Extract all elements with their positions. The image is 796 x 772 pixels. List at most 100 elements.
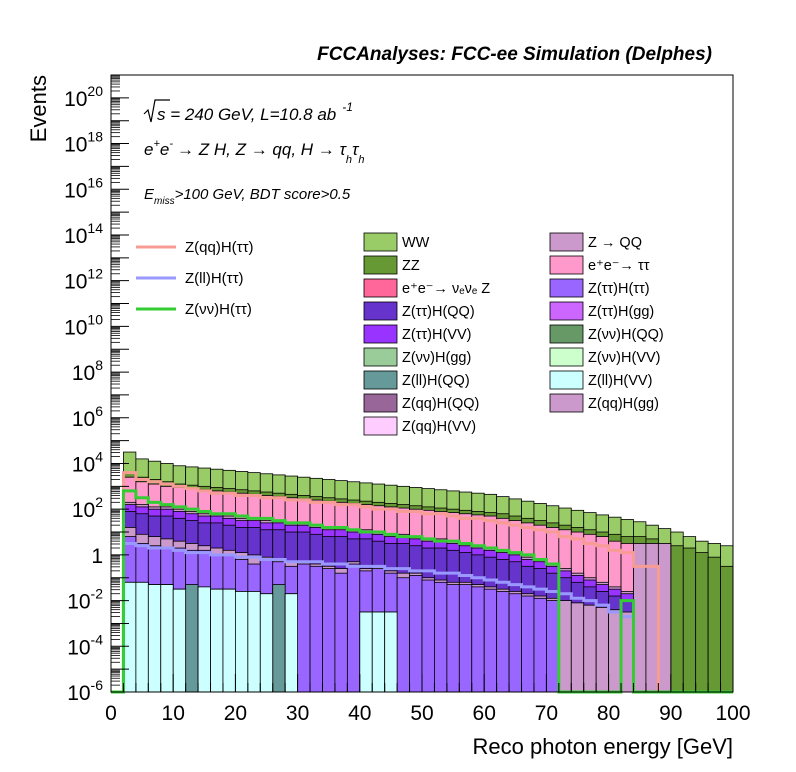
x-tick-label: 40	[348, 702, 371, 725]
x-tick-label: 80	[597, 702, 620, 725]
y-tick-label: 1012	[64, 266, 103, 294]
stack-bar	[421, 579, 435, 693]
chart-title: FCCAnalyses: FCC-ee Simulation (Delphes)	[317, 44, 712, 65]
stack-bar	[608, 609, 622, 693]
stack-bar	[446, 584, 460, 693]
stack-bar	[396, 577, 410, 693]
y-tick-label: 108	[72, 357, 103, 385]
y-axis: 10-6 10-4 10-2 1 102 104 106 108 1010 1012 1014 101…	[64, 74, 129, 705]
legend-label: Z(ττ)H(gg)	[588, 304, 654, 320]
legend-label: WW	[402, 235, 430, 251]
stack-bar	[409, 575, 423, 693]
x-tick-label: 50	[410, 702, 433, 725]
annotation-proc-a: e	[144, 140, 153, 159]
legend-color-swatch	[363, 232, 398, 252]
annotation-cut-sub: miss	[154, 196, 175, 207]
background-legend-entry: Z(νν)H(QQ)	[549, 324, 664, 344]
stack-bar	[210, 588, 224, 693]
x-tick-label: 60	[473, 702, 496, 725]
y-axis-label: Events	[26, 75, 51, 142]
stack-bar	[346, 563, 361, 693]
svg-text:s = 240 GeV, L=10.8 ab-1: s = 240 GeV, L=10.8 ab -1	[157, 100, 353, 124]
svg-text:Emiss>100 GeV, BDT score>0.5: Emiss>100 GeV, BDT score>0.5	[144, 186, 351, 207]
legend-label: Z(νν)H(ττ)	[185, 301, 252, 318]
x-tick-label: 100	[715, 702, 750, 725]
background-legend-entry: WW	[363, 232, 430, 252]
legend-label: Z(qq)H(ττ)	[185, 239, 254, 256]
stack-bar	[384, 611, 398, 693]
annotation-proc-c: → Z H, Z → qq, H → τ	[177, 140, 347, 159]
legend-color-swatch	[549, 278, 584, 298]
legend-color-swatch	[549, 393, 584, 413]
annotation-proc-sub2: h	[358, 154, 364, 166]
legend-color-swatch	[549, 255, 584, 275]
legend-color-swatch	[363, 301, 398, 321]
signal-legend: Z(qq)H(ττ) Z(ll)H(ττ) Z(νν)H(ττ)	[136, 239, 254, 318]
background-legend-entry: Z(ττ)H(ττ)	[549, 278, 650, 298]
stack-bar	[583, 604, 597, 693]
stack-bar	[533, 597, 547, 693]
stack-bar	[483, 588, 498, 693]
stack-layer	[123, 581, 398, 693]
annotation-proc-sub1: h	[346, 154, 352, 166]
legend-color-swatch	[549, 232, 584, 252]
legend-label: ZZ	[402, 258, 420, 274]
legend-color-swatch	[549, 370, 584, 390]
stack-bar	[160, 584, 174, 693]
legend-color-swatch	[363, 370, 398, 390]
x-tick-label: 90	[659, 702, 682, 725]
y-tick-label: 10-4	[67, 631, 103, 659]
stack-bar	[434, 581, 448, 693]
stack-bar	[546, 600, 560, 693]
stack-bar	[309, 565, 323, 693]
stack-bar	[259, 593, 274, 693]
legend-color-swatch	[549, 301, 584, 321]
legend-label: Z(qq)H(gg)	[588, 396, 659, 412]
sqrt-symbol-icon	[143, 99, 170, 123]
legend-label: Z(qq)H(VV)	[402, 419, 476, 435]
stack-bar	[496, 591, 510, 693]
legend-label: Z(qq)H(QQ)	[402, 396, 479, 412]
stack-bar	[471, 586, 485, 693]
y-tick-label: 1	[91, 545, 103, 568]
signal-line	[111, 471, 733, 694]
annotation-cut-e: E	[144, 186, 155, 203]
x-tick-label: 70	[535, 702, 558, 725]
y-tick-label: 1018	[64, 129, 103, 157]
legend-label: Z(νν)H(gg)	[402, 350, 471, 366]
legend-color-swatch	[363, 347, 398, 367]
legend-label: Z(νν)H(VV)	[588, 350, 661, 366]
stack-bar	[670, 545, 684, 693]
legend-color-swatch	[549, 347, 584, 367]
y-tick-label: 1016	[64, 174, 103, 202]
legend-color-swatch	[363, 324, 398, 344]
y-tick-label: 10-6	[67, 677, 103, 705]
y-tick-label: 1010	[64, 311, 103, 339]
stack-bar	[234, 591, 249, 693]
legend-label: Z(ττ)H(VV)	[402, 327, 471, 343]
stack-bar	[458, 584, 473, 693]
signal-legend-entry: Z(qq)H(ττ)	[136, 239, 254, 256]
stack-bar	[197, 586, 211, 693]
background-legend-entry: Z(νν)H(VV)	[549, 347, 661, 367]
stack-bar	[359, 611, 373, 693]
y-tick-label: 104	[72, 448, 103, 476]
x-axis-label: Reco photon energy [GeV]	[473, 734, 734, 759]
legend-color-swatch	[363, 416, 398, 436]
annotation-proc-b: e	[160, 140, 169, 159]
annotation-energy: = 240 GeV, L=10.8 ab	[166, 105, 337, 124]
x-tick-label: 10	[162, 702, 185, 725]
stack-bar	[595, 607, 609, 693]
stack-bar	[297, 563, 311, 693]
stack-bar	[272, 584, 286, 693]
legend-color-swatch	[549, 324, 584, 344]
svg-text:e+e-→ Z H, Z → qq, H → τhτh: e+e- → Z H, Z → qq, H → τhτh	[144, 138, 364, 166]
annotation-lumi-exp: -1	[342, 100, 353, 114]
signal-legend-entry: Z(ll)H(ττ)	[136, 270, 244, 287]
stack-bar	[147, 584, 162, 693]
background-legend-entry: Z(ll)H(VV)	[549, 370, 652, 390]
background-legend-entry: Z(νν)H(gg)	[363, 347, 471, 367]
y-tick-label: 1020	[64, 83, 103, 111]
stack-bar	[620, 611, 634, 693]
